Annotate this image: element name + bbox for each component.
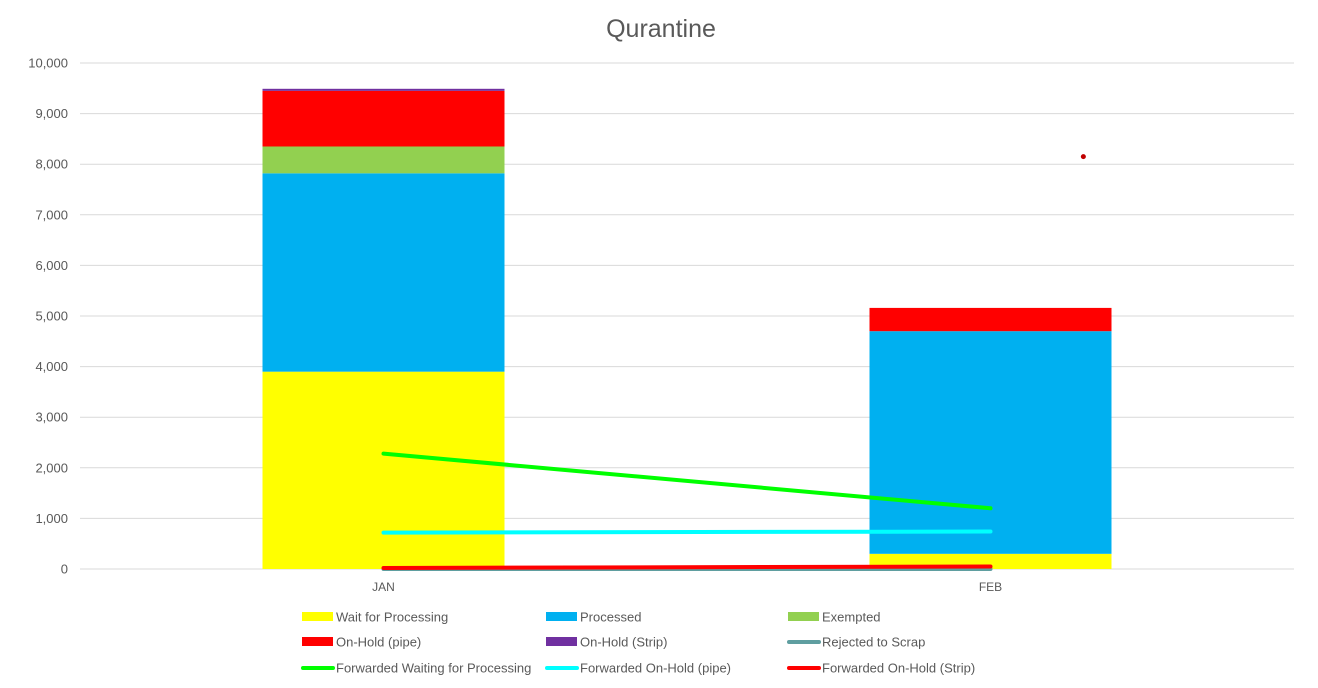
legend-label: On-Hold (Strip) bbox=[580, 635, 667, 650]
legend-item-forwarded-waiting-for-processing: Forwarded Waiting for Processing bbox=[301, 661, 531, 676]
lines bbox=[381, 154, 1086, 571]
y-tick-label: 7,000 bbox=[35, 207, 68, 222]
y-axis-ticks: 0 1,000 2,000 3,000 4,000 5,000 6,000 7,000 8,00… bbox=[28, 56, 68, 577]
y-tick-label: 10,000 bbox=[28, 56, 68, 71]
y-tick-label: 5,000 bbox=[35, 309, 68, 324]
legend-label: Forwarded Waiting for Processing bbox=[336, 661, 531, 676]
y-tick-label: 9,000 bbox=[35, 106, 68, 121]
legend-label: Rejected to Scrap bbox=[822, 635, 925, 650]
legend-item-exempted: Exempted bbox=[788, 610, 881, 625]
bar-segment-on-hold-pipe-feb bbox=[869, 307, 1112, 332]
legend-label: Forwarded On-Hold (pipe) bbox=[580, 661, 731, 676]
y-tick-label: 4,000 bbox=[35, 359, 68, 374]
bar-segment-wait-for-processing-jan bbox=[262, 371, 505, 569]
legend-item-on-hold-strip: On-Hold (Strip) bbox=[546, 635, 667, 650]
x-tick-label-jan: JAN bbox=[372, 580, 395, 594]
legend-label: Exempted bbox=[822, 610, 881, 625]
legend-label: On-Hold (pipe) bbox=[336, 635, 421, 650]
bar-segment-on-hold-pipe-jan bbox=[262, 90, 505, 147]
y-tick-label: 8,000 bbox=[35, 157, 68, 172]
legend-swatch bbox=[788, 612, 819, 621]
legend-label: Forwarded On-Hold (Strip) bbox=[822, 661, 975, 676]
bar-segment-exempted-jan bbox=[262, 146, 505, 174]
legend-item-forwarded-on-hold-pipe: Forwarded On-Hold (pipe) bbox=[545, 661, 731, 676]
legend-label: Wait for Processing bbox=[336, 610, 448, 625]
legend-item-wait-for-processing: Wait for Processing bbox=[302, 610, 448, 625]
y-tick-label: 0 bbox=[61, 562, 68, 577]
x-tick-label-feb: FEB bbox=[979, 580, 1002, 594]
line-forwarded-on-hold-pipe bbox=[381, 529, 993, 535]
x-axis-ticks: JAN FEB bbox=[372, 580, 1002, 594]
legend-label: Processed bbox=[580, 610, 641, 625]
line-forwarded-waiting-for-processing bbox=[381, 451, 993, 511]
legend-swatch bbox=[302, 612, 333, 621]
chart-title: Qurantine bbox=[606, 15, 716, 43]
legend-item-rejected-to-scrap: Rejected to Scrap bbox=[787, 635, 925, 650]
y-tick-label: 6,000 bbox=[35, 258, 68, 273]
legend-swatch bbox=[302, 637, 333, 646]
y-tick-label: 1,000 bbox=[35, 511, 68, 526]
legend-item-forwarded-on-hold-strip: Forwarded On-Hold (Strip) bbox=[787, 661, 975, 676]
legend-swatch bbox=[546, 637, 577, 646]
bar-segment-processed-feb bbox=[869, 331, 1112, 554]
y-tick-label: 2,000 bbox=[35, 460, 68, 475]
bars bbox=[262, 88, 1112, 569]
legend-item-on-hold-pipe: On-Hold (pipe) bbox=[302, 635, 421, 650]
legend: Wait for Processing Processed Exempted On-H… bbox=[301, 610, 975, 676]
bar-segment-processed-jan bbox=[262, 173, 505, 372]
stray-data-point bbox=[1080, 154, 1086, 160]
bar-segment-on-hold-strip-jan bbox=[262, 88, 505, 91]
y-tick-label: 3,000 bbox=[35, 410, 68, 425]
line-forwarded-on-hold-strip bbox=[381, 564, 993, 570]
gridlines bbox=[80, 62, 1294, 570]
legend-swatch bbox=[546, 612, 577, 621]
legend-item-processed: Processed bbox=[546, 610, 641, 625]
